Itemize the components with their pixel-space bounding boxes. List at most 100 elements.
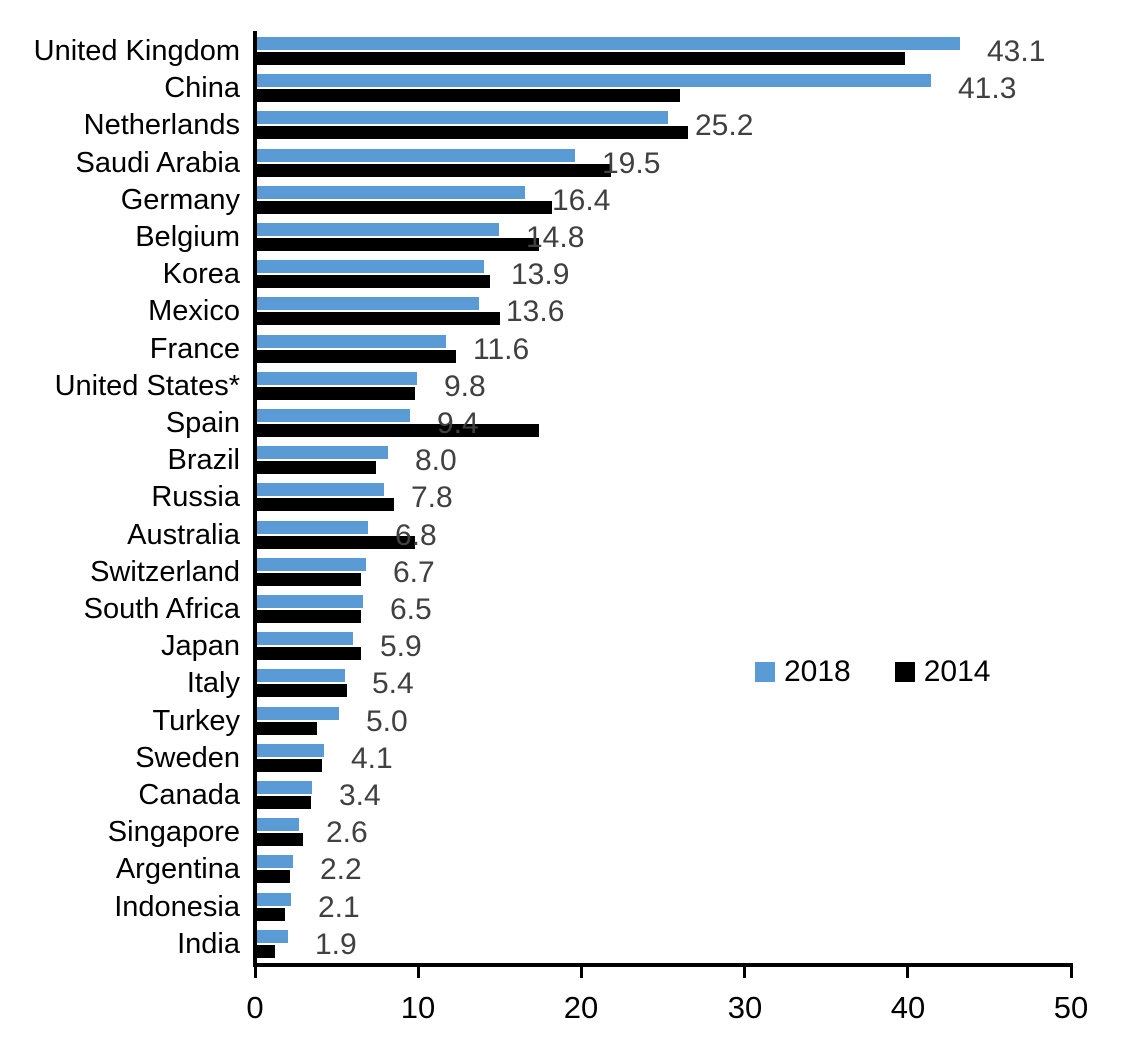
bar-row: France 11.6 (0, 331, 1123, 368)
bar-2018 (257, 297, 479, 310)
value-label: 13.6 (506, 294, 565, 328)
x-tick-label: 40 (890, 990, 926, 1025)
bar-2014 (257, 759, 322, 772)
bar-row: Saudi Arabia 19.5 (0, 145, 1123, 182)
x-tick-label: 10 (400, 990, 436, 1025)
bar-row: United Kingdom 43.1 (0, 33, 1123, 70)
category-label: Spain (165, 407, 240, 439)
category-label: China (164, 72, 240, 104)
category-label: Argentina (115, 853, 240, 885)
value-label: 6.7 (393, 555, 435, 589)
category-label: Australia (127, 519, 240, 551)
legend-swatch-2014-icon (894, 662, 915, 682)
value-label: 14.8 (526, 220, 585, 254)
bar-2014 (257, 275, 490, 288)
bar-row: Brazil 8.0 (0, 442, 1123, 479)
category-label: Indonesia (114, 891, 240, 923)
category-label: United Kingdom (33, 35, 240, 67)
value-label: 4.1 (351, 741, 393, 775)
x-axis-line (253, 963, 1073, 967)
bar-2018 (257, 335, 446, 348)
category-label: Japan (160, 630, 240, 662)
bar-row: Australia 6.8 (0, 517, 1123, 554)
value-label: 3.4 (339, 778, 381, 812)
bar-2018 (257, 558, 366, 571)
category-label: Netherlands (83, 109, 240, 141)
bar-2014 (257, 238, 539, 251)
bar-2018 (257, 744, 324, 757)
bar-2014 (257, 89, 680, 102)
bar-2018 (257, 223, 499, 236)
bar-2018 (257, 446, 388, 459)
x-tick-label: 0 (246, 990, 264, 1025)
bar-2018 (257, 260, 484, 273)
bar-2014 (257, 610, 361, 623)
x-tick-mark (743, 967, 746, 978)
x-tick-label: 50 (1053, 990, 1089, 1025)
legend-swatch-2018-icon (755, 662, 775, 682)
bar-2014 (257, 796, 311, 809)
bar-2018 (257, 930, 288, 943)
bar-row: Canada 3.4 (0, 777, 1123, 814)
value-label: 2.2 (320, 852, 362, 886)
bar-2014 (257, 387, 415, 400)
bar-row: Japan 5.9 (0, 628, 1123, 665)
bar-row: Belgium 14.8 (0, 219, 1123, 256)
bar-2018 (257, 483, 384, 496)
bar-row: United States* 9.8 (0, 368, 1123, 405)
bar-row: Sweden 4.1 (0, 740, 1123, 777)
value-label: 9.4 (437, 406, 479, 440)
legend-label-2014: 2014 (923, 655, 991, 688)
category-label: Brazil (167, 444, 240, 476)
bar-2014 (257, 52, 905, 65)
x-tick-mark (254, 967, 257, 978)
bar-2014 (257, 870, 290, 883)
value-label: 13.9 (511, 257, 570, 291)
x-tick-mark (1070, 967, 1073, 978)
bar-2018 (257, 521, 368, 534)
category-label: Russia (151, 481, 240, 513)
x-tick-label: 30 (727, 990, 763, 1025)
bar-2018 (257, 632, 353, 645)
value-label: 5.4 (372, 666, 414, 700)
x-tick-label: 20 (563, 990, 599, 1025)
category-label: United States* (54, 370, 240, 402)
category-label: France (149, 333, 240, 365)
bar-2014 (257, 350, 456, 363)
bar-row: Switzerland 6.7 (0, 554, 1123, 591)
x-tick-mark (417, 967, 420, 978)
bar-2014 (257, 126, 688, 139)
category-label: India (177, 928, 240, 960)
legend-label-2018: 2018 (784, 655, 851, 688)
value-label: 1.9 (315, 927, 357, 961)
value-label: 8.0 (415, 443, 457, 477)
bar-2014 (257, 536, 415, 549)
x-tick-mark (906, 967, 909, 978)
bar-2014 (257, 498, 394, 511)
value-label: 2.6 (326, 815, 368, 849)
bar-row: Spain 9.4 (0, 405, 1123, 442)
bar-2014 (257, 945, 275, 958)
bar-row: Mexico 13.6 (0, 293, 1123, 330)
bar-2018 (257, 149, 575, 162)
legend: 2018 2014 (755, 655, 991, 689)
value-label: 11.6 (473, 332, 530, 366)
bar-row: Italy 5.4 (0, 665, 1123, 702)
value-label: 9.8 (444, 369, 486, 403)
bar-row: Netherlands 25.2 (0, 107, 1123, 144)
bar-2018 (257, 855, 293, 868)
value-label: 2.1 (318, 890, 360, 924)
bar-row: Russia 7.8 (0, 479, 1123, 516)
category-label: Turkey (152, 705, 240, 737)
bar-2014 (257, 461, 376, 474)
bar-row: Turkey 5.0 (0, 703, 1123, 740)
bar-2014 (257, 312, 500, 325)
category-label: Switzerland (90, 556, 240, 588)
x-tick-mark (580, 967, 583, 978)
value-label: 6.5 (390, 592, 432, 626)
bar-2018 (257, 595, 363, 608)
bar-2014 (257, 201, 552, 214)
bar-2018 (257, 186, 525, 199)
value-label: 25.2 (695, 108, 754, 142)
bar-2014 (257, 908, 285, 921)
